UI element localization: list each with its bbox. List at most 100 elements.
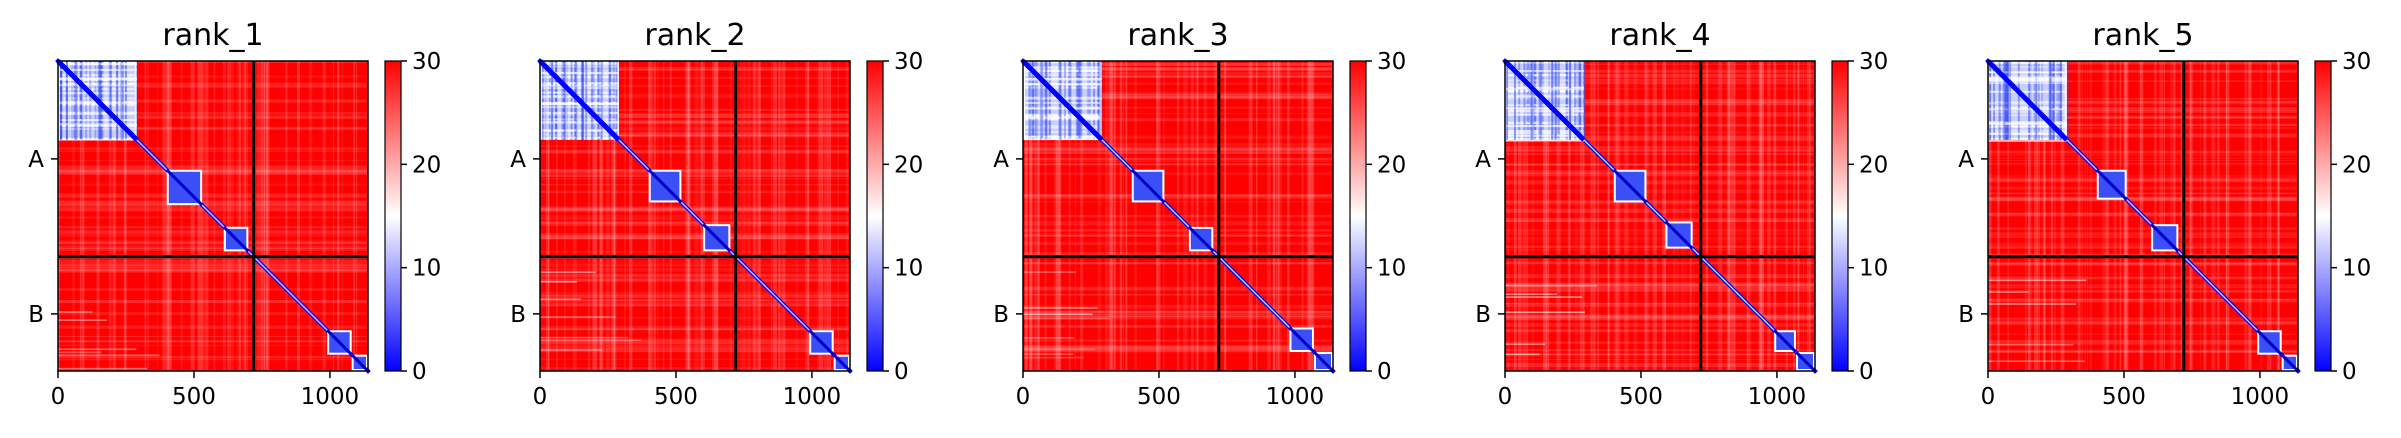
domain-block	[350, 353, 370, 373]
texture-row	[540, 299, 850, 304]
texture-row	[1023, 135, 1333, 140]
domain-texture	[541, 61, 544, 140]
texture-band	[1988, 291, 2028, 293]
texture-row	[1505, 354, 1815, 357]
texture-row	[58, 344, 368, 346]
texture-column	[285, 61, 288, 371]
colorbar-tick-label: 20	[412, 152, 441, 178]
texture-column	[2084, 61, 2086, 371]
texture-row	[540, 234, 850, 239]
texture-row	[540, 344, 850, 349]
domain-texture	[540, 95, 619, 98]
texture-column	[712, 61, 714, 371]
texture-column	[2225, 61, 2230, 371]
texture-row	[1988, 178, 2298, 182]
domain-texture	[540, 106, 619, 109]
domain-texture	[1023, 69, 1102, 72]
texture-column	[1272, 61, 1275, 371]
texture-band	[1988, 279, 2087, 282]
domain-diagonal	[1021, 59, 1104, 142]
colorbar: 0 10 20 30	[866, 49, 923, 385]
texture-column	[1273, 61, 1276, 371]
texture-row	[58, 263, 368, 266]
domain-texture	[1023, 74, 1102, 77]
texture-row	[1988, 245, 2298, 250]
texture-row	[1023, 221, 1333, 226]
domain-texture	[540, 91, 619, 94]
colorbar-tick-label: 30	[2342, 49, 2371, 75]
colorbar-tick-label: 30	[412, 49, 441, 75]
texture-column	[338, 61, 339, 371]
texture-column	[323, 61, 327, 371]
domain-texture	[540, 118, 619, 121]
x-tick-label: 1000	[1266, 384, 1325, 410]
texture-column	[772, 61, 775, 371]
texture-row	[540, 206, 850, 210]
texture-row	[1505, 290, 1815, 292]
texture-row	[540, 293, 850, 296]
texture-column	[1278, 61, 1280, 371]
texture-row	[1023, 252, 1333, 256]
texture-column	[1302, 61, 1303, 371]
texture-row	[1505, 353, 1815, 355]
texture-column	[1681, 61, 1685, 371]
texture-column	[2244, 61, 2248, 371]
texture-row	[1023, 317, 1333, 320]
domain-texture	[58, 68, 137, 71]
texture-column	[245, 61, 248, 371]
texture-row	[1505, 135, 1815, 137]
domain-texture	[1048, 61, 1051, 140]
texture-row	[1023, 307, 1333, 309]
texture-row	[1988, 110, 2298, 113]
domain-block	[2256, 329, 2283, 356]
domain-diagonal	[2095, 168, 2128, 201]
texture-column	[807, 61, 810, 371]
texture-row	[1988, 276, 2298, 280]
texture-column	[1119, 61, 1123, 371]
texture-row	[58, 246, 368, 249]
domain-texture	[1505, 89, 1584, 92]
texture-column	[1195, 61, 1199, 371]
texture-column	[628, 61, 633, 371]
domain-block	[2150, 223, 2180, 253]
x-tick-label: 0	[1016, 384, 1031, 410]
texture-column	[2087, 61, 2088, 371]
domain-texture	[1988, 125, 2067, 128]
texture-row	[1505, 219, 1815, 222]
domain-texture	[58, 104, 137, 107]
domain-texture	[1505, 82, 1584, 85]
domain-texture	[1989, 61, 1992, 140]
texture-column	[1583, 61, 1586, 371]
texture-band	[1505, 296, 1583, 298]
colorbar-tick-label: 20	[1859, 152, 1888, 178]
texture-column	[166, 61, 169, 371]
texture-column	[79, 61, 82, 371]
domain-diagonal	[1612, 168, 1648, 204]
texture-row	[1505, 283, 1815, 288]
domain-texture	[1044, 61, 1047, 140]
domain-texture	[121, 61, 124, 140]
domain-texture	[1023, 77, 1102, 80]
texture-column	[795, 61, 798, 371]
texture-column	[239, 61, 241, 371]
domain-texture	[2058, 61, 2061, 140]
domain-texture	[1023, 79, 1102, 82]
texture-row	[1023, 311, 1333, 314]
texture-column	[1287, 61, 1290, 371]
texture-column	[190, 61, 195, 371]
texture-row	[1988, 232, 2298, 237]
texture-column	[716, 61, 719, 371]
domain-texture	[1506, 61, 1509, 140]
domain-texture	[582, 61, 585, 140]
texture-row	[1988, 253, 2298, 254]
domain-texture	[2002, 61, 2005, 140]
texture-column	[2244, 61, 2247, 371]
domain-texture	[2049, 61, 2052, 140]
texture-row	[58, 234, 368, 237]
texture-column	[241, 61, 243, 371]
texture-row	[58, 335, 368, 337]
texture-row	[540, 169, 850, 172]
texture-column	[593, 61, 598, 371]
domain-texture	[2066, 61, 2069, 140]
